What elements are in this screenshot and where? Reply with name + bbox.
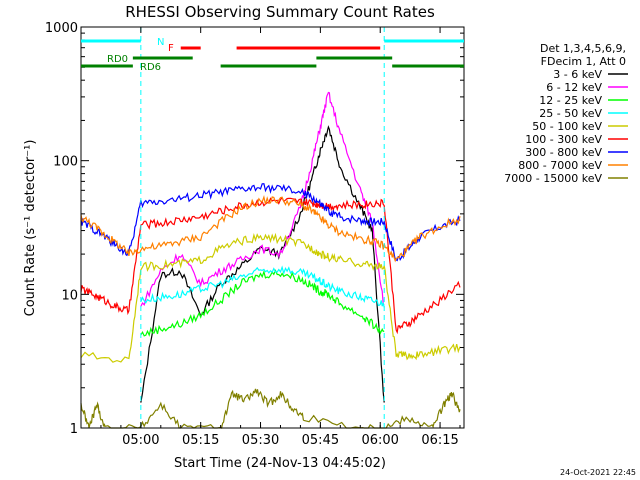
legend: Det 1,3,4,5,6,9,FDecim 1, Att 03 - 6 keV… — [504, 42, 628, 185]
x-tick-label-0: 05:00 — [122, 433, 159, 448]
legend-label-6: 300 - 800 keV — [525, 146, 602, 159]
series-line-1 — [140, 91, 385, 307]
y-tick-label-2: 100 — [53, 155, 78, 170]
footer-timestamp: 24-Oct-2021 22:45 — [560, 468, 636, 477]
series-line-8 — [80, 388, 461, 429]
flag-label-2: RD0 — [107, 54, 128, 65]
series-line-0 — [140, 125, 385, 403]
legend-label-0: 3 - 6 keV — [553, 68, 602, 81]
legend-label-5: 100 - 300 keV — [525, 133, 602, 146]
chart-title: RHESSI Observing Summary Count Rates — [125, 3, 435, 21]
x-tick-label-4: 06:00 — [361, 433, 398, 448]
legend-label-7: 800 - 7000 keV — [518, 159, 602, 172]
legend-label-8: 7000 - 15000 keV — [504, 172, 602, 185]
plot-border — [80, 26, 465, 429]
series-line-3 — [140, 265, 385, 308]
flag-bars: NF RD0 RD6 — [81, 37, 464, 73]
flag-label-1: F — [168, 43, 174, 54]
series-line-6 — [80, 183, 461, 262]
y-tick-label-1: 10 — [61, 288, 78, 303]
legend-label-4: 50 - 100 keV — [532, 120, 602, 133]
y-tick-label-0: 1 — [70, 422, 78, 437]
flag-label-0: N — [157, 37, 164, 48]
legend-label-2: 12 - 25 keV — [539, 94, 602, 107]
series-line-4 — [80, 232, 461, 363]
x-tick-label-2: 05:30 — [242, 433, 279, 448]
plot-frame: 05:00 05:15 05:30 05:45 06:00 06:15 1 10 100 1000 — [45, 21, 465, 448]
x-tick-label-1: 05:15 — [182, 433, 219, 448]
x-axis-label: Start Time (24-Nov-13 04:45:02) — [174, 456, 386, 471]
y-tick-label-3: 1000 — [45, 21, 78, 36]
y-axis-label: Count Rate (s⁻¹ detector⁻¹) — [23, 140, 38, 317]
legend-header-1: FDecim 1, Att 0 — [541, 55, 626, 68]
series-line-5 — [80, 196, 461, 335]
series-line-2 — [140, 269, 385, 337]
legend-label-1: 6 - 12 keV — [546, 81, 602, 94]
flag-label-3: RD6 — [140, 62, 161, 73]
series-lines — [80, 91, 461, 429]
x-tick-label-5: 06:15 — [421, 433, 458, 448]
x-tick-label-3: 05:45 — [302, 433, 339, 448]
legend-label-3: 25 - 50 keV — [539, 107, 602, 120]
series-line-7 — [80, 194, 461, 263]
legend-header-0: Det 1,3,4,5,6,9, — [540, 42, 626, 55]
